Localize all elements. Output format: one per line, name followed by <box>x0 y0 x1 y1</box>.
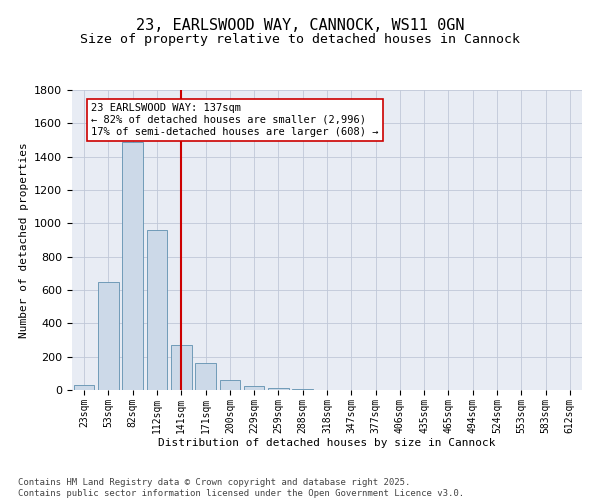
Bar <box>146 230 167 390</box>
Text: 23 EARLSWOOD WAY: 137sqm
← 82% of detached houses are smaller (2,996)
17% of sem: 23 EARLSWOOD WAY: 137sqm ← 82% of detach… <box>91 104 379 136</box>
Bar <box>268 388 289 390</box>
Bar <box>122 142 143 390</box>
Bar <box>171 345 191 390</box>
Text: Contains HM Land Registry data © Crown copyright and database right 2025.
Contai: Contains HM Land Registry data © Crown c… <box>18 478 464 498</box>
Bar <box>220 380 240 390</box>
Text: Size of property relative to detached houses in Cannock: Size of property relative to detached ho… <box>80 32 520 46</box>
Text: 23, EARLSWOOD WAY, CANNOCK, WS11 0GN: 23, EARLSWOOD WAY, CANNOCK, WS11 0GN <box>136 18 464 32</box>
Bar <box>292 389 313 390</box>
Bar <box>244 386 265 390</box>
Bar <box>98 282 119 390</box>
Bar <box>74 385 94 390</box>
Y-axis label: Number of detached properties: Number of detached properties <box>19 142 29 338</box>
X-axis label: Distribution of detached houses by size in Cannock: Distribution of detached houses by size … <box>158 438 496 448</box>
Bar <box>195 364 216 390</box>
